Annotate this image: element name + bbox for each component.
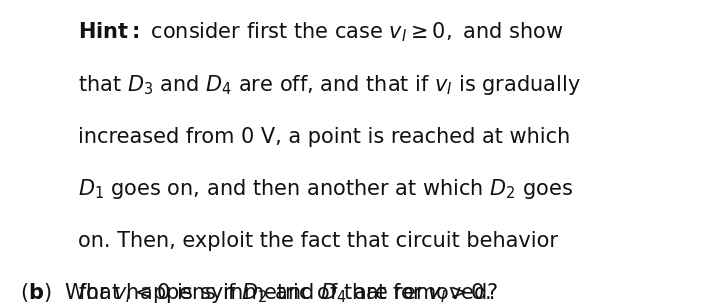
Text: increased from 0 V, a point is reached at which: increased from 0 V, a point is reached a… — [78, 127, 570, 147]
Text: $D_1$ goes on, and then another at which $D_2$ goes: $D_1$ goes on, and then another at which… — [78, 177, 572, 201]
Text: that $D_3$ and $D_4$ are off, and that if $v_I$ is gradually: that $D_3$ and $D_4$ are off, and that i… — [78, 73, 580, 96]
Text: $(\mathbf{b})$  What happens if $D_2$ and $D_4$ are removed?: $(\mathbf{b})$ What happens if $D_2$ and… — [20, 281, 499, 305]
Text: $\mathbf{Hint:}$ consider first the case $v_I \geq 0,$ and show: $\mathbf{Hint:}$ consider first the case… — [78, 21, 563, 44]
Text: on. Then, exploit the fact that circuit behavior: on. Then, exploit the fact that circuit … — [78, 231, 558, 251]
Text: for $v_I < 0$ is symmetric of that for $v_I > 0.$: for $v_I < 0$ is symmetric of that for $… — [78, 281, 490, 305]
